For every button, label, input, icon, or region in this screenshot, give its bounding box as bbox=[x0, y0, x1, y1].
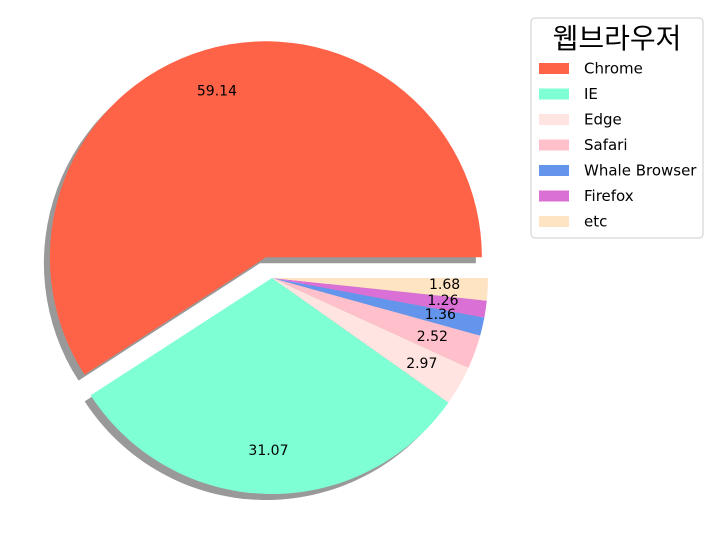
legend-items: Chrome IE Edge Safari Whale Browser Firefox et… bbox=[539, 60, 697, 231]
pie-slice-safari bbox=[272, 278, 481, 368]
legend-swatch-etc bbox=[539, 216, 569, 227]
slice-label-safari: 2.52 bbox=[417, 329, 448, 345]
legend-label-whale-browser: Whale Browser bbox=[584, 162, 697, 180]
pie-slice-firefox bbox=[272, 278, 487, 318]
slice-label-etc: 1.68 bbox=[429, 277, 460, 293]
legend-swatch-chrome bbox=[539, 63, 569, 74]
slice-label-whale-browser: 1.36 bbox=[425, 307, 456, 323]
slice-label-firefox: 1.26 bbox=[427, 293, 458, 309]
pie-slice-layer bbox=[49, 41, 488, 494]
legend-label-ie: IE bbox=[584, 85, 598, 103]
legend-label-chrome: Chrome bbox=[584, 60, 643, 78]
pie-slice-whale-browser bbox=[272, 278, 485, 336]
pie-slice-chrome bbox=[49, 41, 482, 375]
pie-label-layer: 59.14 31.07 2.97 2.52 1.361.261.68 bbox=[197, 84, 460, 459]
legend-label-edge: Edge bbox=[584, 111, 622, 129]
legend-swatch-whale-browser bbox=[539, 165, 569, 176]
legend-frame bbox=[530, 17, 704, 239]
legend-title: 웹브라우저 bbox=[553, 22, 682, 55]
legend: 웹브라우저 Chrome IE Edge Safari Whale Browser Fir… bbox=[530, 17, 704, 239]
slice-label-edge: 2.97 bbox=[406, 356, 437, 372]
legend-label-safari: Safari bbox=[584, 136, 628, 154]
pie-slice-etc bbox=[272, 278, 488, 301]
slice-label-chrome: 59.14 bbox=[197, 84, 237, 100]
legend-swatch-ie bbox=[539, 88, 569, 100]
legend-label-firefox: Firefox bbox=[584, 187, 634, 205]
legend-swatch-edge bbox=[539, 114, 569, 125]
legend-swatch-firefox bbox=[539, 190, 569, 202]
pie-slice-edge bbox=[272, 278, 469, 403]
slice-label-ie: 31.07 bbox=[248, 443, 288, 459]
legend-label-etc: etc bbox=[584, 213, 607, 231]
legend-swatch-safari bbox=[539, 139, 569, 151]
pie-slice-ie bbox=[90, 278, 449, 494]
